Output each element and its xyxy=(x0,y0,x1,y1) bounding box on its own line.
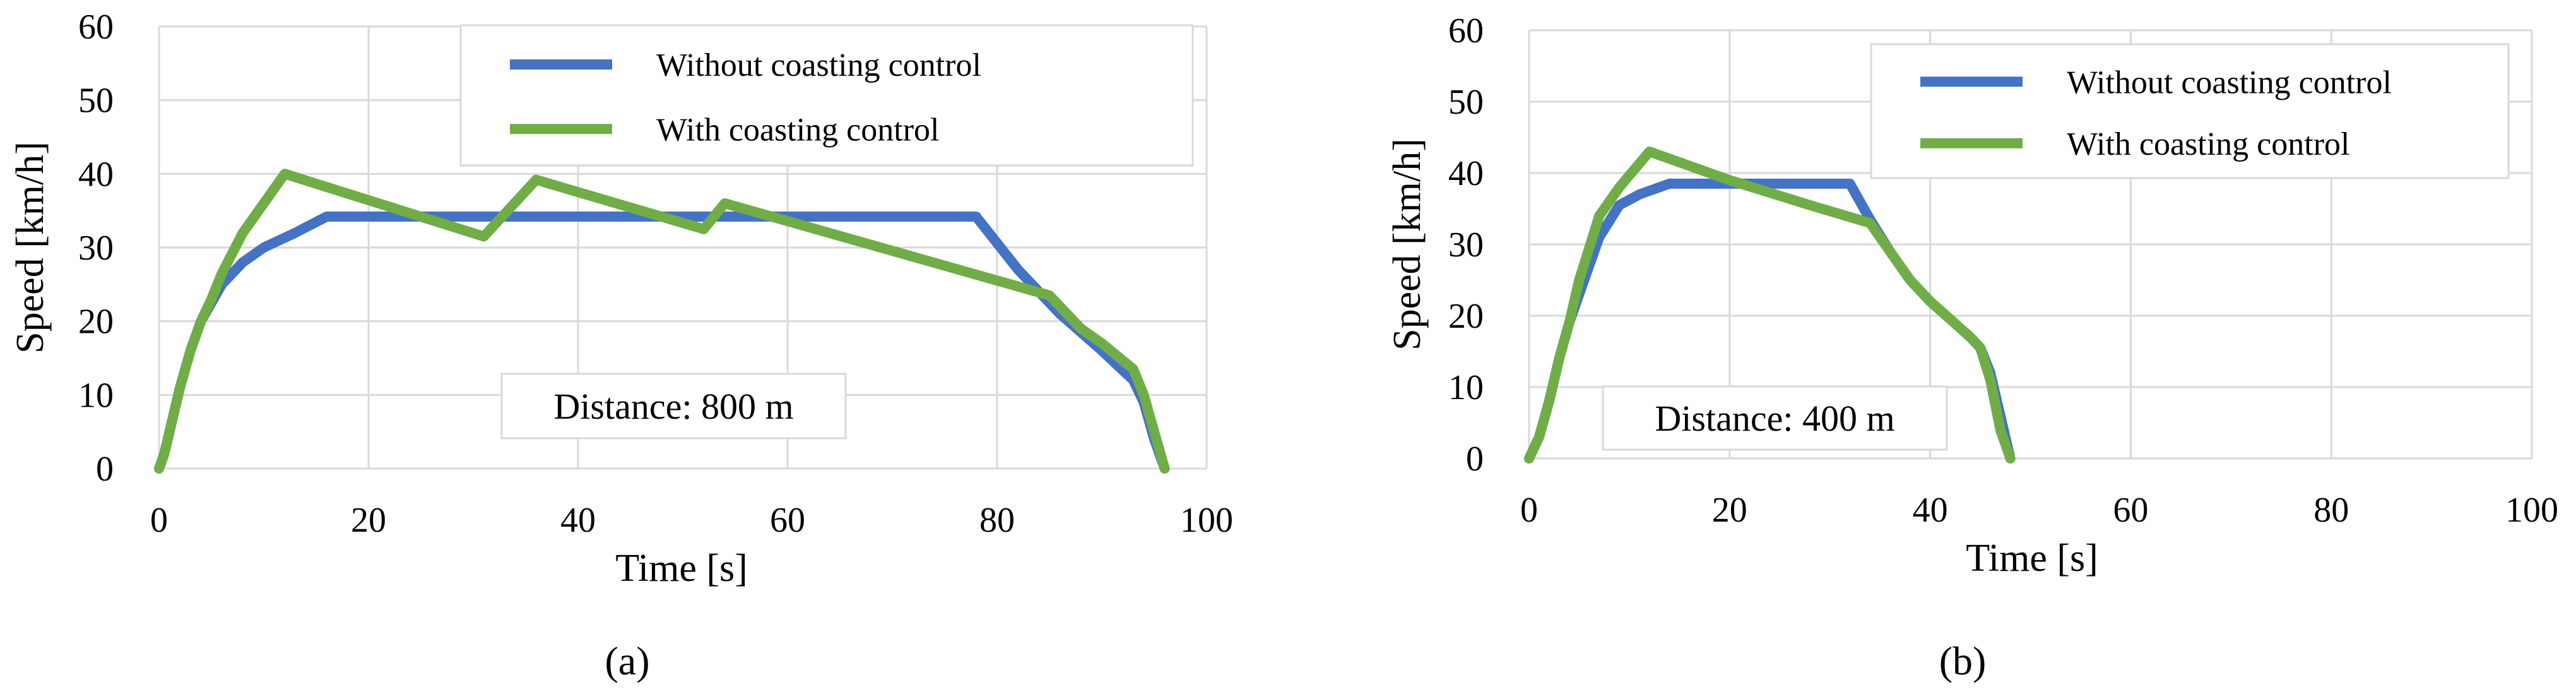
legend: Without coasting control With coasting co… xyxy=(1870,43,2510,179)
legend-box xyxy=(1870,43,2510,179)
chart-b: 0 10 20 30 40 50 60 0 20 40 60 80 100 Time [s] Speed [… xyxy=(1386,11,2558,580)
legend-label: Without coasting control xyxy=(656,47,981,83)
panel-label-b: (b) xyxy=(1939,638,1987,683)
x-tick-label: 60 xyxy=(2113,491,2148,530)
legend-label: Without coasting control xyxy=(2067,64,2392,100)
x-tick-label: 100 xyxy=(1180,501,1233,540)
y-axis-title: Speed [km/h] xyxy=(9,141,52,354)
x-tick-label: 80 xyxy=(979,501,1015,540)
y-tick-label: 10 xyxy=(78,376,114,415)
y-tick-label: 60 xyxy=(1448,11,1484,51)
series-line-with-coasting xyxy=(1524,147,2016,464)
legend: Without coasting control With coasting co… xyxy=(459,24,1194,167)
legend-label: With coasting control xyxy=(656,112,939,148)
x-axis-title: Time [s] xyxy=(615,547,748,590)
annotation-box xyxy=(500,373,847,440)
x-tick-label: 20 xyxy=(351,501,386,540)
y-tick-label: 50 xyxy=(78,81,114,121)
x-tick-label: 0 xyxy=(150,501,168,540)
y-tick-label: 0 xyxy=(1466,440,1484,479)
y-tick-label: 0 xyxy=(96,450,114,489)
annotation-box xyxy=(1602,385,1948,451)
y-tick-label: 60 xyxy=(78,8,114,47)
y-tick-label: 30 xyxy=(1448,225,1484,265)
y-tick-label: 30 xyxy=(78,229,114,268)
x-tick-label: 60 xyxy=(770,501,805,540)
y-tick-label: 20 xyxy=(78,302,114,342)
panel-label-a: (a) xyxy=(605,638,649,683)
x-tick-label: 0 xyxy=(1520,491,1538,530)
legend-label: With coasting control xyxy=(2067,126,2349,162)
x-tick-label: 100 xyxy=(2505,491,2558,530)
y-tick-label: 10 xyxy=(1448,368,1484,407)
legend-box xyxy=(459,24,1194,167)
chart-a: 0 10 20 30 40 50 60 0 20 40 60 80 100 Time [s] Speed [… xyxy=(9,8,1233,590)
x-axis-title: Time [s] xyxy=(1966,537,2098,580)
x-tick-label: 40 xyxy=(1913,491,1948,530)
x-tick-label: 80 xyxy=(2313,491,2349,530)
x-tick-label: 40 xyxy=(560,501,596,540)
distance-annotation: Distance: 800 m xyxy=(553,386,793,427)
y-tick-label: 20 xyxy=(1448,297,1484,336)
y-tick-label: 50 xyxy=(1448,83,1484,122)
y-tick-label: 40 xyxy=(1448,154,1484,193)
x-tick-label: 20 xyxy=(1712,491,1747,530)
y-tick-label: 40 xyxy=(78,155,114,194)
y-axis-title: Speed [km/h] xyxy=(1386,138,1429,350)
distance-annotation: Distance: 400 m xyxy=(1655,398,1894,439)
series-line-with-coasting xyxy=(154,169,1170,474)
